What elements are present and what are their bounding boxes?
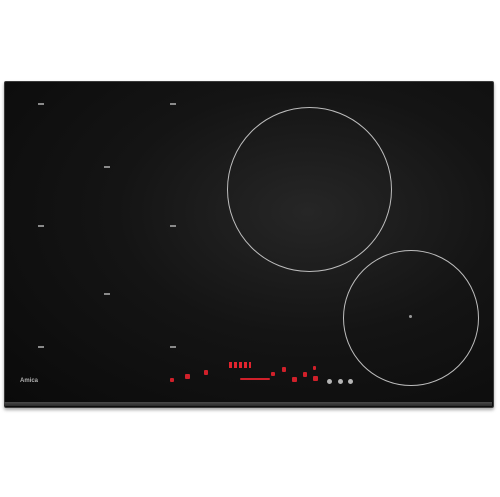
flex-zone-marker: [170, 103, 176, 105]
flex-zone-marker: [38, 225, 44, 227]
flex-zone-marker: [104, 166, 110, 168]
control-key[interactable]: [204, 370, 208, 375]
control-key[interactable]: [271, 372, 275, 376]
flex-zone-marker: [38, 103, 44, 105]
control-key[interactable]: [292, 377, 297, 382]
flex-zone-marker: [104, 293, 110, 295]
control-key[interactable]: [185, 374, 190, 379]
flex-zone-marker: [38, 346, 44, 348]
timer-display: [229, 362, 251, 368]
flex-zone-marker: [170, 225, 176, 227]
lock-key[interactable]: [338, 379, 343, 384]
control-key[interactable]: [313, 376, 318, 381]
control-key[interactable]: [313, 366, 316, 370]
control-key[interactable]: [282, 367, 286, 372]
control-key[interactable]: [170, 378, 174, 382]
power-key[interactable]: [327, 379, 332, 384]
hob-front-edge: [4, 402, 492, 406]
cooking-zone-small[interactable]: [343, 250, 479, 386]
control-key[interactable]: [303, 372, 307, 377]
pause-key[interactable]: [348, 379, 353, 384]
control-key[interactable]: [240, 378, 270, 380]
brand-logo: Amica: [20, 378, 39, 384]
cooking-zone-large[interactable]: [227, 107, 392, 272]
flex-zone-marker: [170, 346, 176, 348]
zone-center-mark: [409, 315, 412, 318]
